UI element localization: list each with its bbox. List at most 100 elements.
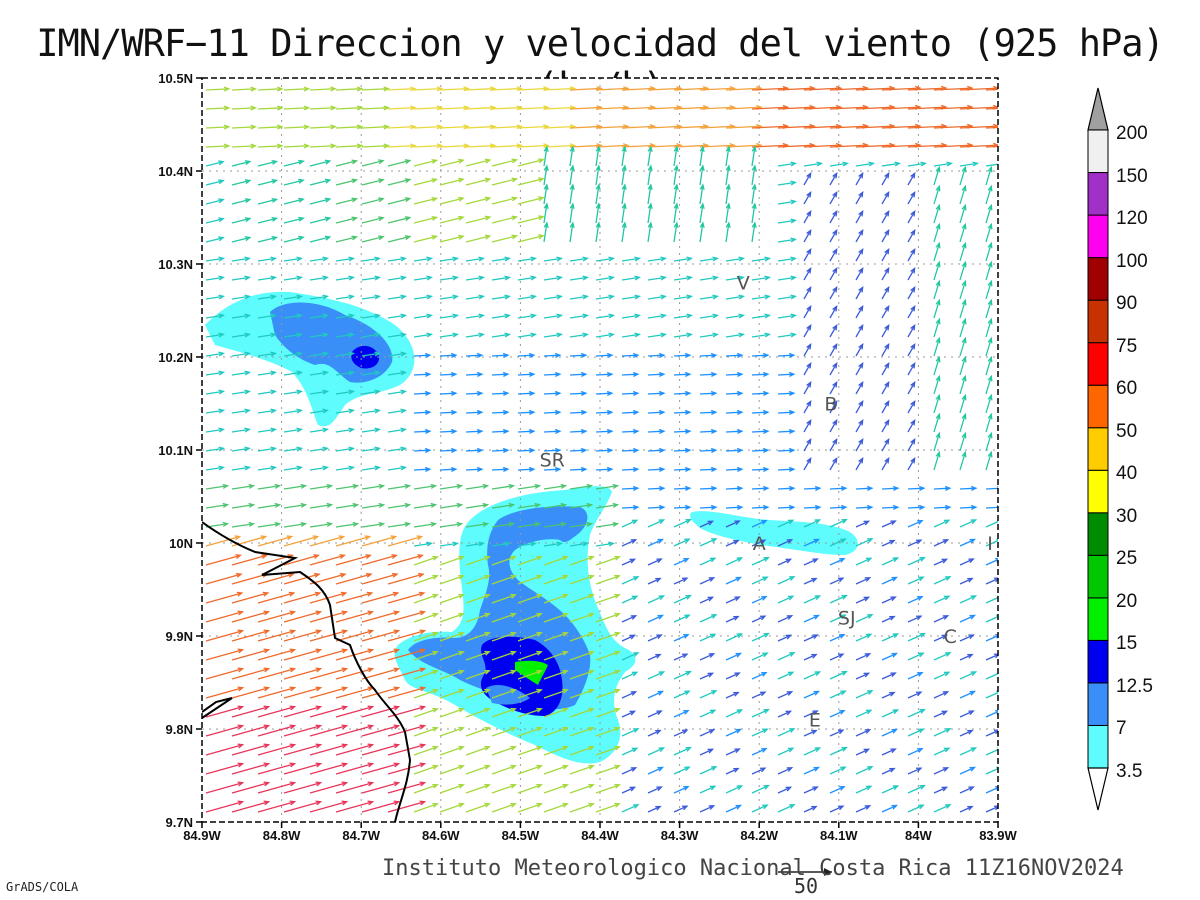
wind-vector-head (941, 634, 949, 640)
wind-vector (491, 276, 510, 281)
wind-vector (907, 249, 916, 262)
wind-vector-head (858, 304, 864, 312)
wind-vector-head (536, 802, 543, 808)
wind-vector-head (263, 648, 271, 654)
wind-vector (907, 192, 916, 205)
wind-vector (309, 333, 328, 338)
wind-vector-head (762, 504, 770, 510)
wind-vector-head (404, 216, 412, 222)
colorbar-label: 50 (1116, 421, 1137, 442)
wind-vector (517, 276, 536, 281)
wind-vector-head (738, 256, 746, 262)
wind-vector (439, 632, 464, 642)
wind-vector (361, 295, 380, 300)
wind-vector-head (632, 428, 640, 434)
wind-vector-head (967, 729, 974, 735)
wind-vector-head (806, 266, 812, 274)
wind-vector-head (274, 521, 282, 527)
wind-vector (673, 411, 690, 414)
wind-vector-head (920, 161, 928, 167)
wind-vector-head (961, 336, 967, 344)
wind-vector (621, 392, 638, 395)
wind-vector-head (738, 294, 746, 300)
wind-vector-head (892, 504, 900, 510)
wind-vector (673, 519, 691, 528)
wind-vector-head (588, 726, 595, 732)
wind-vector (543, 373, 560, 376)
wind-vector-head (785, 558, 793, 564)
wind-vector (257, 744, 295, 756)
wind-vector (491, 542, 510, 547)
wind-vector-head (432, 764, 439, 770)
wind-vector-head (274, 483, 282, 489)
wind-vector (751, 468, 768, 471)
wind-vector-head (710, 390, 718, 396)
wind-vector (231, 447, 250, 452)
wind-vector (933, 519, 950, 528)
wind-vector (699, 748, 713, 756)
wind-vector-head (970, 595, 978, 601)
wind-vector (569, 430, 586, 433)
wind-vector-head (864, 805, 872, 810)
wind-vector-head (736, 466, 744, 472)
wind-vector-head (751, 164, 757, 171)
wind-vector (257, 523, 280, 528)
wind-vector-head (788, 409, 796, 415)
wind-vector-head (941, 710, 949, 716)
wind-vector (569, 708, 594, 718)
wind-vector (569, 125, 602, 129)
wind-vector-head (710, 504, 718, 510)
wind-vector (751, 709, 769, 718)
wind-vector (309, 257, 328, 262)
wind-vector-head (351, 235, 359, 241)
wind-vector (439, 235, 464, 243)
wind-vector (309, 88, 336, 91)
wind-vector-head (543, 145, 549, 152)
wind-vector (413, 216, 437, 224)
wind-vector (881, 633, 898, 642)
wind-vector (699, 653, 714, 661)
wind-vector-head (970, 519, 978, 525)
wind-vector-head (419, 781, 427, 787)
wind-vector (491, 354, 508, 357)
wind-vector (985, 163, 998, 167)
wind-vector-head (534, 483, 542, 489)
wind-vector (569, 594, 594, 604)
wind-vector (881, 401, 890, 414)
wind-vector-head (234, 535, 242, 541)
wind-vector-head (656, 634, 663, 640)
wind-vector-head (993, 653, 998, 659)
wind-vector-head (712, 294, 720, 300)
wind-vector-head (400, 370, 408, 376)
wind-vector (517, 689, 542, 699)
wind-vector-head (400, 256, 408, 262)
wind-vector (933, 414, 940, 433)
wind-vector (855, 363, 864, 376)
wind-vector-head (430, 521, 438, 527)
wind-vector-head (999, 162, 1004, 166)
wind-vector-head (341, 686, 349, 692)
wind-vector-head (961, 393, 967, 401)
wind-vector (335, 160, 357, 167)
wind-vector-head (378, 159, 385, 165)
wind-vector (231, 630, 269, 642)
wind-vector (361, 314, 380, 319)
wind-vector (803, 519, 820, 528)
wind-vector-head (452, 275, 460, 281)
wind-vector (335, 535, 370, 547)
wind-vector-head (918, 728, 925, 734)
colorbar-label: 3.5 (1116, 761, 1142, 782)
wind-vector-head (996, 538, 998, 543)
wind-vector (673, 125, 708, 129)
wind-vector (283, 592, 320, 604)
wind-vector-head (300, 483, 308, 489)
wind-vector (933, 728, 951, 737)
wind-vector-head (432, 688, 439, 694)
wind-vector-head (393, 686, 401, 692)
wind-vector (283, 295, 302, 300)
wind-vector (699, 203, 704, 224)
wind-vector-head (785, 634, 793, 640)
wind-vector (543, 257, 562, 262)
wind-vector (257, 217, 277, 224)
wind-vector (595, 594, 620, 604)
